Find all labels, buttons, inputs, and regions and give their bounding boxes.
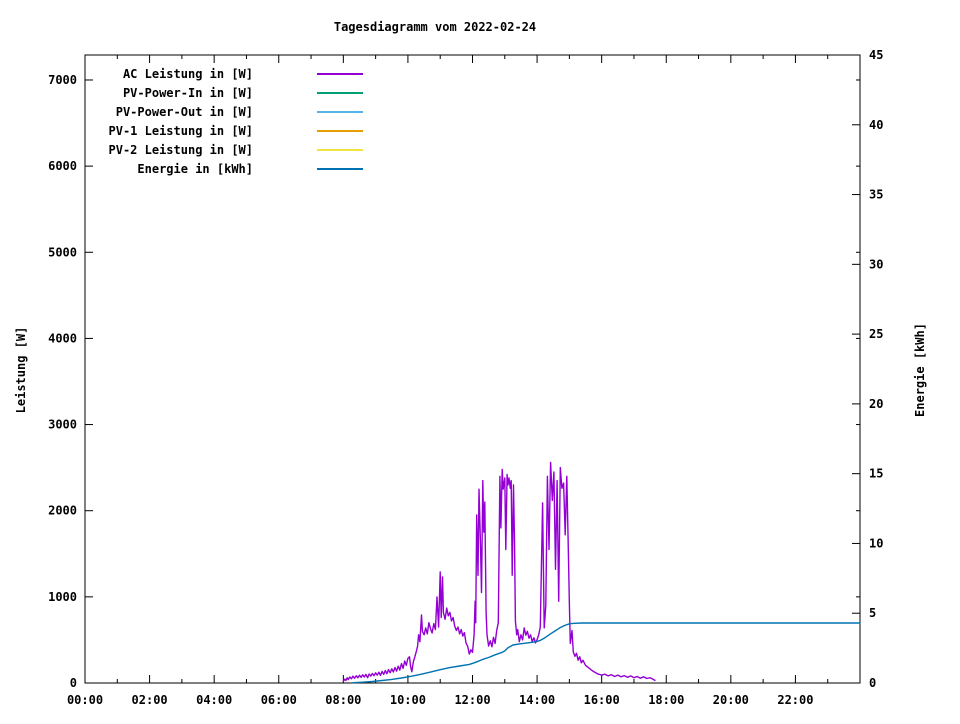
y-axis-label-right: Energie [kWh] (913, 323, 927, 417)
series-line-energie-in-kwh (352, 622, 861, 684)
y-right-tick-label: 5 (869, 606, 876, 620)
legend-label: PV-Power-In in [W] (123, 86, 253, 100)
y-right-tick-label: 45 (869, 48, 883, 62)
y-right-tick-label: 35 (869, 188, 883, 202)
y-left-tick-label: 3000 (48, 418, 77, 432)
y-right-tick-label: 10 (869, 536, 883, 550)
legend-label: PV-1 Leistung in [W] (109, 124, 254, 138)
x-tick-label: 04:00 (196, 693, 232, 707)
x-tick-label: 22:00 (777, 693, 813, 707)
series-line-ac-leistung-in-w (342, 461, 656, 682)
x-tick-label: 20:00 (713, 693, 749, 707)
legend-label: Energie in [kWh] (137, 162, 253, 176)
y-right-tick-label: 30 (869, 257, 883, 271)
legend-label: PV-2 Leistung in [W] (109, 143, 254, 157)
legend-label: AC Leistung in [W] (123, 67, 253, 81)
x-tick-label: 14:00 (519, 693, 555, 707)
y-left-tick-label: 2000 (48, 504, 77, 518)
x-tick-label: 16:00 (584, 693, 620, 707)
x-tick-label: 18:00 (648, 693, 684, 707)
y-right-tick-label: 40 (869, 118, 883, 132)
y-right-tick-label: 25 (869, 327, 883, 341)
y-axis-label-left: Leistung [W] (14, 326, 28, 414)
y-left-tick-label: 0 (70, 676, 77, 690)
y-right-tick-label: 20 (869, 397, 883, 411)
y-right-tick-label: 15 (869, 467, 883, 481)
y-left-tick-label: 4000 (48, 331, 77, 345)
x-tick-label: 02:00 (132, 693, 168, 707)
y-left-tick-label: 7000 (48, 73, 77, 87)
chart-title: Tagesdiagramm vom 2022-02-24 (333, 20, 537, 34)
y-right-tick-label: 0 (869, 676, 876, 690)
x-tick-label: 10:00 (390, 693, 426, 707)
x-tick-label: 12:00 (454, 693, 490, 707)
y-left-tick-label: 6000 (48, 159, 77, 173)
x-tick-label: 00:00 (67, 693, 103, 707)
y-left-tick-label: 5000 (48, 245, 77, 259)
y-left-tick-label: 1000 (48, 590, 77, 604)
x-tick-label: 08:00 (325, 693, 361, 707)
legend-label: PV-Power-Out in [W] (116, 105, 253, 119)
x-tick-label: 06:00 (261, 693, 297, 707)
